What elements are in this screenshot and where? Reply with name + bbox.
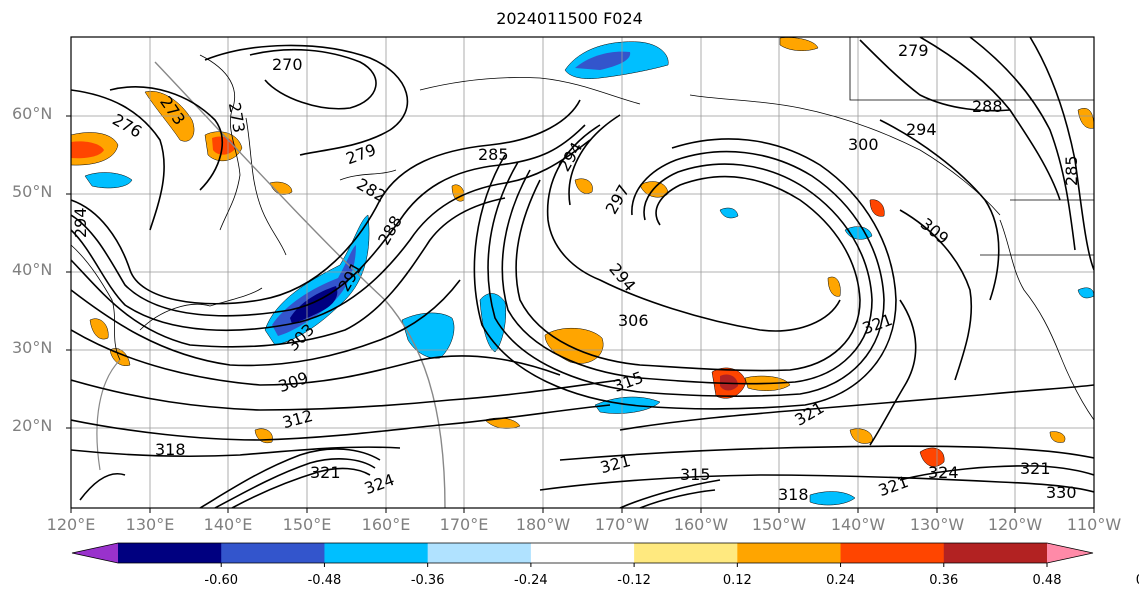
contour-label: 324 — [928, 463, 959, 482]
lon-label: 140°W — [830, 515, 886, 534]
lon-label: 120°W — [987, 515, 1043, 534]
lat-label: 20°N — [12, 416, 53, 435]
colorbar-tick-label: -0.48 — [307, 573, 342, 588]
contour-label: 294 — [71, 207, 90, 238]
contour-label: 288 — [972, 97, 1003, 116]
contour-label: 318 — [155, 440, 186, 459]
projection-arc-left — [96, 359, 121, 471]
colorbar-tick-label: -0.24 — [514, 573, 548, 588]
graticule — [71, 37, 1094, 508]
contour-label: 330 — [1046, 483, 1077, 502]
contour-label: 315 — [680, 465, 711, 484]
colorbar-tick-label: -0.12 — [617, 573, 651, 588]
contour-label: 306 — [618, 311, 649, 330]
lon-label: 180°W — [515, 515, 571, 534]
colorbar-tick-label: 0.12 — [722, 573, 752, 588]
contour-label: 285 — [478, 145, 509, 164]
colorbar-swatch — [634, 543, 738, 563]
colorbar-tick-label: -0.36 — [410, 573, 445, 588]
colorbar-swatch — [530, 543, 635, 563]
colorbar-tick-label: 0.36 — [929, 573, 959, 588]
contour-label: 285 — [1062, 155, 1081, 186]
lon-label: 140°E — [203, 515, 253, 534]
contour-label: 300 — [848, 135, 879, 154]
lon-label: 130°E — [125, 515, 175, 534]
colorbar-swatch — [840, 543, 945, 563]
lon-label: 150°W — [751, 515, 807, 534]
projection-arc — [154, 61, 446, 508]
colorbar-tick-label: 0.48 — [1032, 573, 1062, 588]
lon-label: 110°W — [1066, 515, 1122, 534]
contour-label: 321 — [310, 463, 341, 482]
map-panel: 270 273 276 273 279 282 285 288 291 294 … — [71, 37, 1094, 508]
lat-label: 40°N — [12, 260, 53, 279]
lon-label: 130°W — [909, 515, 965, 534]
contour-label: 321 — [1020, 459, 1051, 478]
lat-label: 30°N — [12, 338, 53, 357]
colorbar-swatch — [737, 543, 842, 563]
lon-label: 170°E — [439, 515, 489, 534]
colorbar-tick-label: -0.60 — [204, 573, 239, 588]
colorbar-swatch — [427, 543, 532, 563]
lon-label: 160°E — [361, 515, 411, 534]
colorbar — [71, 542, 1094, 567]
colorbar-extend-high — [1047, 543, 1093, 563]
colorbar-tick-label: 0.24 — [826, 573, 856, 588]
contour-label: 279 — [898, 41, 929, 60]
lon-label: 150°E — [282, 515, 332, 534]
coastlines — [71, 37, 1094, 421]
lat-label: 60°N — [12, 104, 53, 123]
map-title: 2024011500 F024 — [496, 9, 643, 28]
contour-label: 318 — [778, 485, 809, 504]
contours — [71, 37, 1094, 508]
colorbar-swatch — [324, 543, 429, 563]
lat-label: 50°N — [12, 182, 53, 201]
colorbar-swatch — [221, 543, 325, 563]
lon-label: 160°W — [673, 515, 729, 534]
lon-label: 170°W — [594, 515, 650, 534]
colorbar-tick-label: 0.60 — [1136, 573, 1139, 588]
negative-shading — [84, 41, 1094, 506]
contour-label: 294 — [906, 120, 937, 139]
colorbar-swatch — [118, 543, 222, 563]
colorbar-extend-low — [72, 543, 118, 563]
axis-ticks — [66, 115, 1095, 513]
colorbar-swatch — [943, 543, 1048, 563]
lon-label: 120°E — [46, 515, 96, 534]
colorbar-outline — [71, 542, 1094, 564]
contour-label: 270 — [272, 55, 303, 74]
positive-shading — [71, 37, 1094, 467]
